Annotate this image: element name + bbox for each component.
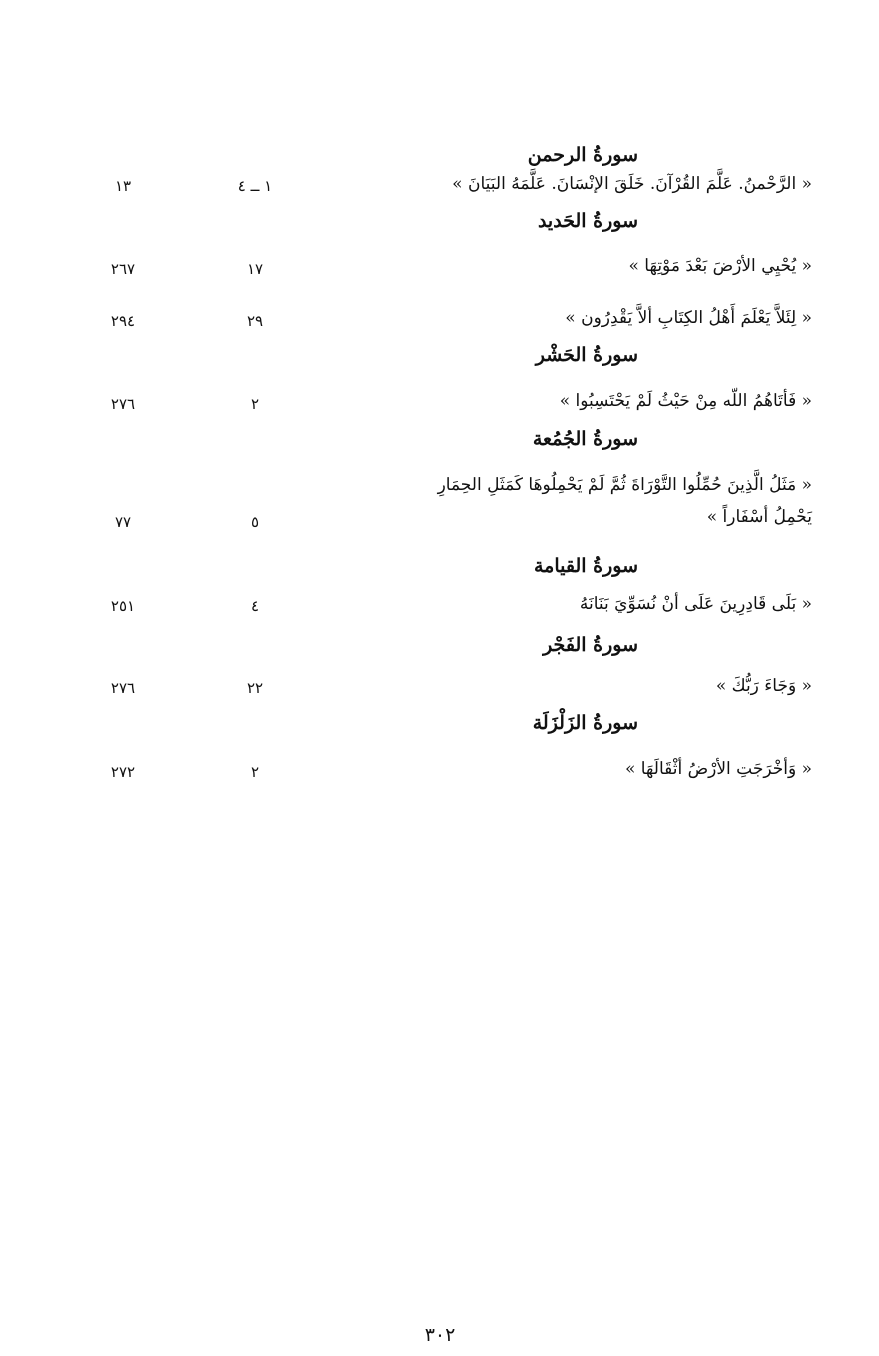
page-reference: ٢٧٢ bbox=[110, 763, 136, 781]
page-reference: ٢٧٦ bbox=[110, 679, 136, 697]
page-reference: ٢٧٦ bbox=[110, 395, 136, 413]
page-reference: ١٣ bbox=[114, 177, 132, 195]
page-number: ٣٠٢ bbox=[424, 1324, 456, 1346]
heading-hashr: سورةُ الحَشْر bbox=[535, 344, 638, 366]
ayah-number: ١ ــ ٤ bbox=[237, 177, 273, 195]
verse-text: « لِئَلاَّ يَعْلَمَ أَهْلُ الكِتَابِ ألا… bbox=[565, 308, 812, 328]
page-reference: ٢٦٧ bbox=[110, 260, 136, 278]
verse-text-continued: يَحْمِلُ أسْفَاراً » bbox=[706, 507, 812, 527]
verse-text: « يُحْيِي الأرْضَ بَعْدَ مَوْتِهَا » bbox=[628, 256, 813, 276]
page-reference: ٧٧ bbox=[114, 513, 132, 531]
ayah-number: ٢ bbox=[250, 395, 260, 413]
verse-text: « وَأخْرَجَتِ الأرْضُ أثْقَالَهَا » bbox=[624, 759, 812, 779]
verse-text: « وَجَاءَ رَبُّكَ » bbox=[715, 676, 812, 696]
ayah-number: ٢٩ bbox=[246, 312, 264, 330]
ayah-number: ٢ bbox=[250, 763, 260, 781]
heading-fajr: سورةُ الفَجْر bbox=[543, 634, 638, 656]
page-reference: ٢٩٤ bbox=[110, 312, 136, 330]
heading-jumuah: سورةُ الجُمُعة bbox=[532, 428, 638, 450]
verse-text: « بَلَى قَادِرِينَ عَلَى أنْ نُسَوِّيَ ب… bbox=[579, 594, 812, 614]
page-reference: ٢٥١ bbox=[110, 597, 136, 615]
heading-qiyamah: سورةُ القيامة bbox=[533, 555, 638, 577]
heading-rahman: سورةُ الرحمن bbox=[527, 144, 638, 166]
ayah-number: ٥ bbox=[250, 513, 260, 531]
heading-zalzalah: سورةُ الزَلْزَلَة bbox=[532, 712, 638, 734]
ayah-number: ١٧ bbox=[246, 260, 264, 278]
ayah-number: ٤ bbox=[250, 597, 260, 615]
heading-hadid: سورةُ الحَديد bbox=[537, 210, 638, 232]
verse-text: « الرَّحْمنُ. عَلَّمَ القُرْآنَ. خَلَقَ … bbox=[452, 174, 812, 194]
ayah-number: ٢٢ bbox=[246, 679, 264, 697]
verse-text: « فَأتَاهُمُ اللّه مِنْ حَيْثُ لَمْ يَحْ… bbox=[559, 391, 812, 411]
verse-text: « مَثَلُ الَّذِينَ حُمِّلُوا التَّوْرَاة… bbox=[437, 475, 812, 495]
